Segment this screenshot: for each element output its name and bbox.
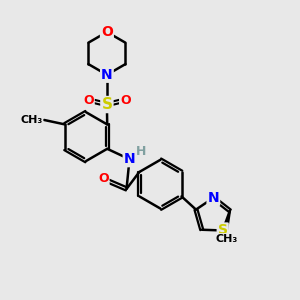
Text: N: N [101,68,113,82]
Text: S: S [101,97,112,112]
Text: O: O [101,25,113,39]
Text: N: N [208,191,219,205]
Text: N: N [124,152,135,166]
Text: S: S [218,224,228,238]
Text: CH₃: CH₃ [216,234,238,244]
Text: O: O [83,94,94,106]
Text: O: O [120,94,130,106]
Text: CH₃: CH₃ [20,115,43,125]
Text: O: O [98,172,109,185]
Text: H: H [136,145,146,158]
